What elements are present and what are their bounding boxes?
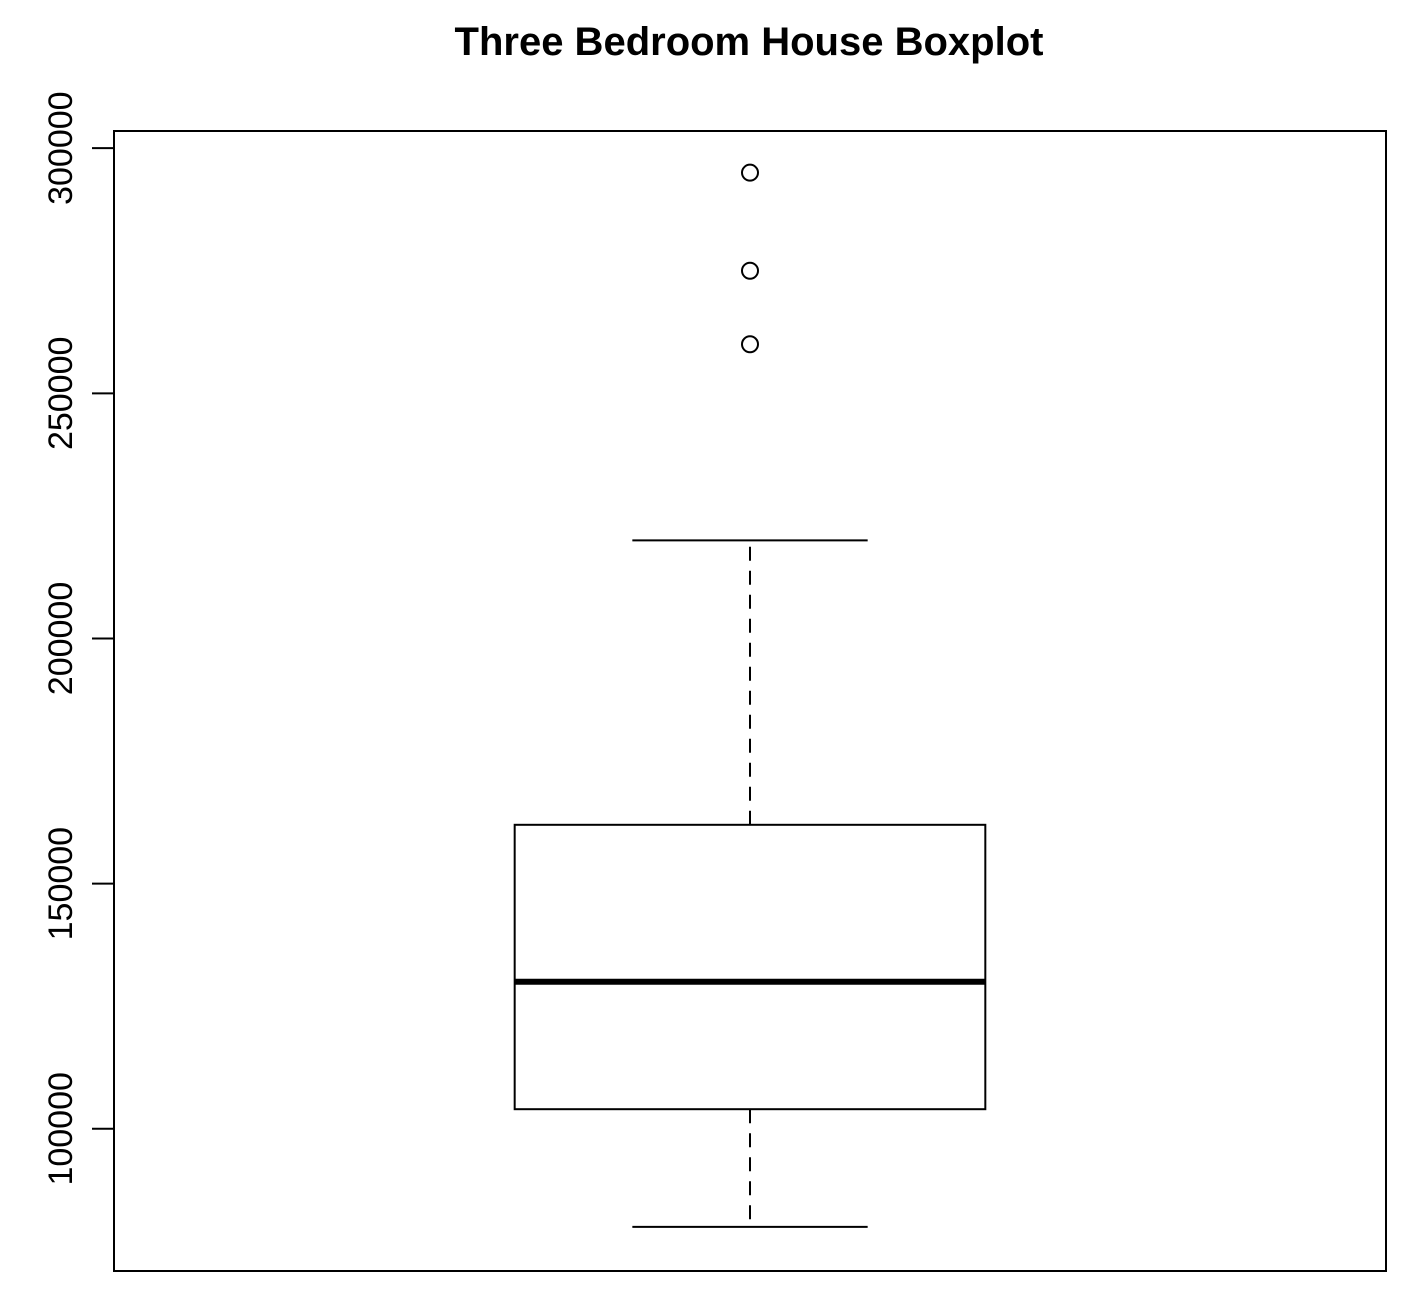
y-tick-label: 200000: [42, 582, 80, 695]
y-tick-label: 300000: [42, 91, 80, 204]
y-tick-label: 150000: [42, 827, 80, 940]
y-tick-label: 250000: [42, 337, 80, 450]
box-iqr: [513, 823, 987, 1111]
y-axis: 100000 150000 200000 250000 300000: [42, 91, 115, 1186]
y-tick-label: 100000: [42, 1072, 80, 1185]
box-layer: [513, 163, 987, 1228]
outlier-point: [741, 335, 759, 354]
chart-title: Three Bedroom House Boxplot: [455, 20, 1044, 64]
outlier-point: [741, 261, 759, 280]
outlier-point: [741, 163, 759, 182]
